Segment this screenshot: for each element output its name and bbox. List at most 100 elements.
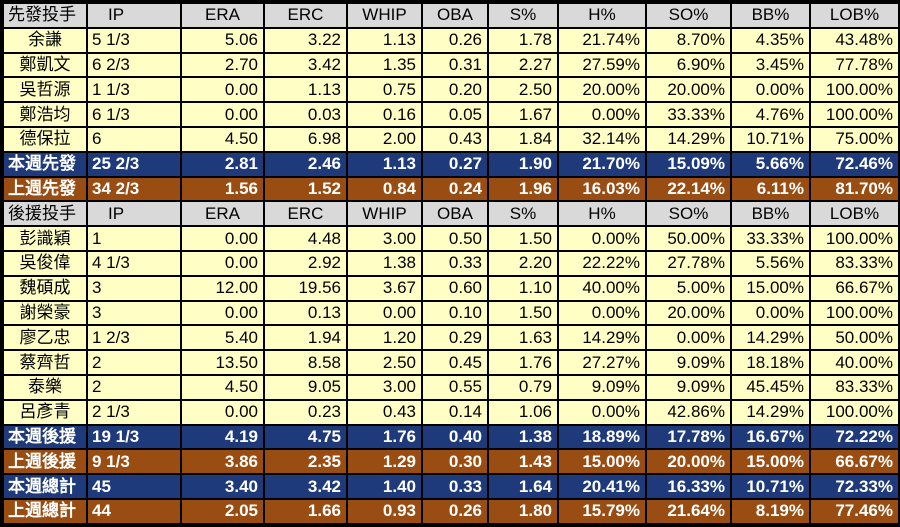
stat-cell: 100.00%: [811, 103, 898, 126]
starter-row: 吳哲源 1 1/3 0.00 1.13 0.75 0.20 2.50 20.00% 20.00%…: [4, 78, 898, 102]
stat-cell: 0.93: [348, 499, 421, 523]
stat-cell: 1.29: [348, 450, 421, 474]
stat-cell: 21.70%: [559, 152, 645, 176]
stat-cell: 9.09%: [647, 351, 730, 374]
stat-cell: OBA: [423, 4, 487, 27]
stat-cell: 3.42: [265, 475, 346, 498]
stat-cell: 1.76: [489, 351, 557, 374]
stat-cell: 9.05: [265, 375, 346, 399]
row-label: 謝榮豪: [4, 301, 86, 325]
stat-cell: 0.33: [423, 251, 487, 275]
stat-cell: 10.71%: [732, 127, 809, 151]
stat-cell: 20.00%: [647, 301, 730, 325]
row-label: 余謙: [4, 28, 86, 52]
stat-cell: 1 2/3: [88, 326, 180, 350]
stat-cell: 16.67%: [732, 425, 809, 449]
stat-cell: 4.75: [265, 425, 346, 449]
stat-cell: 9.09%: [647, 375, 730, 399]
stat-cell: 1.56: [182, 177, 263, 201]
stat-cell: 0.27: [423, 152, 487, 176]
row-label: 德保拉: [4, 127, 86, 151]
starters-header-row: 先發投手 IP ERA ERC WHIP OBA S% H% SO% BB% LOB%: [4, 4, 898, 27]
stat-cell: LOB%: [811, 4, 898, 27]
stat-cell: IP: [88, 4, 180, 27]
stat-cell: 0.75: [348, 78, 421, 102]
stat-cell: 21.74%: [559, 28, 645, 52]
stat-cell: 0.50: [423, 227, 487, 250]
row-label: 廖乙忠: [4, 326, 86, 350]
stat-cell: 2 1/3: [88, 400, 180, 424]
stat-cell: 2.50: [489, 78, 557, 102]
stat-cell: 0.00%: [732, 301, 809, 325]
stat-cell: 21.64%: [647, 499, 730, 523]
stat-cell: 100.00%: [811, 400, 898, 424]
stat-cell: 1: [88, 227, 180, 250]
stat-cell: 18.89%: [559, 425, 645, 449]
stat-cell: 1.50: [489, 227, 557, 250]
stat-cell: 5.06: [182, 28, 263, 52]
stat-cell: 0.14: [423, 400, 487, 424]
row-label: 上週後援: [4, 450, 86, 474]
stat-cell: 10.71%: [732, 475, 809, 498]
stat-cell: 33.33%: [647, 103, 730, 126]
stat-cell: 1.90: [489, 152, 557, 176]
stat-cell: 14.29%: [732, 326, 809, 350]
stat-cell: ERA: [182, 4, 263, 27]
stat-cell: 8.58: [265, 351, 346, 374]
stat-cell: 19 1/3: [88, 425, 180, 449]
stat-cell: 1.96: [489, 177, 557, 201]
stat-cell: 2.46: [265, 152, 346, 176]
stat-cell: 6: [88, 127, 180, 151]
stat-cell: 32.14%: [559, 127, 645, 151]
stat-cell: 0.00%: [559, 400, 645, 424]
stat-cell: 45.45%: [732, 375, 809, 399]
stat-cell: 72.33%: [811, 475, 898, 498]
stat-cell: 40.00%: [559, 276, 645, 300]
stat-cell: 14.29%: [732, 400, 809, 424]
stat-cell: 0.00: [182, 227, 263, 250]
stat-cell: 20.41%: [559, 475, 645, 498]
stat-cell: 27.78%: [647, 251, 730, 275]
stat-cell: 15.00%: [559, 450, 645, 474]
stat-cell: 2.27: [489, 53, 557, 77]
stat-cell: 3.45%: [732, 53, 809, 77]
stat-cell: 15.00%: [732, 450, 809, 474]
stat-cell: 0.00: [182, 301, 263, 325]
stat-cell: 8.70%: [647, 28, 730, 52]
stat-cell: 0.40: [423, 425, 487, 449]
stat-cell: 1.20: [348, 326, 421, 350]
stat-cell: 34 2/3: [88, 177, 180, 201]
starters-last-week-row: 上週先發 34 2/3 1.56 1.52 0.84 0.24 1.96 16.03% 22.1…: [4, 177, 898, 201]
stat-cell: 100.00%: [811, 227, 898, 250]
reliever-row: 蔡齊哲 2 13.50 8.58 2.50 0.45 1.76 27.27% 9.09% 18.1…: [4, 351, 898, 374]
stat-cell: 1.40: [348, 475, 421, 498]
stat-cell: 1.38: [489, 425, 557, 449]
stat-cell: 2.20: [489, 251, 557, 275]
stat-cell: 4.48: [265, 227, 346, 250]
stat-cell: 77.78%: [811, 53, 898, 77]
stat-cell: 14.29%: [647, 127, 730, 151]
reliever-row: 吳俊偉 4 1/3 0.00 2.92 1.38 0.33 2.20 22.22% 27.78%…: [4, 251, 898, 275]
stat-cell: H%: [559, 4, 645, 27]
reliever-row: 彭識穎 1 0.00 4.48 3.00 0.50 1.50 0.00% 50.00% 33.33…: [4, 227, 898, 250]
stat-cell: 0.00: [182, 103, 263, 126]
stat-cell: 3.67: [348, 276, 421, 300]
row-label: 本週後援: [4, 425, 86, 449]
stat-cell: ERA: [182, 202, 263, 226]
relievers-this-week-row: 本週後援 19 1/3 4.19 4.75 1.76 0.40 1.38 18.89% 17.7…: [4, 425, 898, 449]
row-label: 泰樂: [4, 375, 86, 399]
stat-cell: 3.00: [348, 227, 421, 250]
stat-cell: 5.00%: [647, 276, 730, 300]
stat-cell: 3: [88, 301, 180, 325]
stat-cell: 12.00: [182, 276, 263, 300]
row-label: 本週先發: [4, 152, 86, 176]
stat-cell: 0.13: [265, 301, 346, 325]
stat-cell: 100.00%: [811, 78, 898, 102]
starter-row: 德保拉 6 4.50 6.98 2.00 0.43 1.84 32.14% 14.29% 10.7…: [4, 127, 898, 151]
stat-cell: 0.26: [423, 499, 487, 523]
stat-cell: 33.33%: [732, 227, 809, 250]
stat-cell: 1.78: [489, 28, 557, 52]
stat-cell: 3.22: [265, 28, 346, 52]
stat-cell: 1.50: [489, 301, 557, 325]
stat-cell: 2.81: [182, 152, 263, 176]
